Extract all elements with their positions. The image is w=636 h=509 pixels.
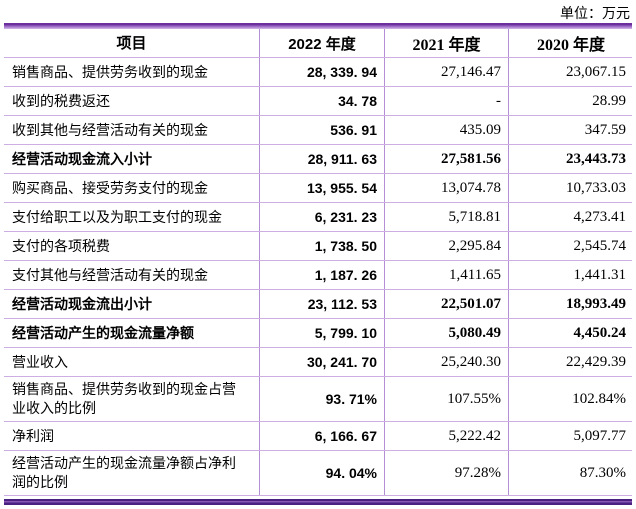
table-row: 净利润 6, 166. 67 5,222.42 5,097.77 [4,422,632,451]
row-value-2022: 93. 71% [259,377,384,421]
row-value-2022: 23, 112. 53 [259,290,384,318]
row-value-2020: 10,733.03 [508,174,633,202]
row-value-2021: 1,411.65 [384,261,508,289]
table-row: 支付给职工以及为职工支付的现金 6, 231. 23 5,718.81 4,27… [4,203,632,232]
header-year-2020: 2020 年度 [508,29,633,57]
row-value-2020: 2,545.74 [508,232,633,260]
row-value-2020: 347.59 [508,116,633,144]
row-value-2021: 107.55% [384,377,508,421]
table-row: 经营活动产生的现金流量净额占净利润的比例 94. 04% 97.28% 87.3… [4,451,632,496]
row-item-label: 收到的税费返还 [12,92,110,109]
row-item-label: 支付的各项税费 [12,237,110,254]
header-year-2022: 2022 年度 [259,29,384,57]
table-header-row: 项目 2022 年度 2021 年度 2020 年度 [4,29,632,58]
table-row: 经营活动现金流入小计 28, 911. 63 27,581.56 23,443.… [4,145,632,174]
row-item-label: 经营活动产生的现金流量净额 [12,324,194,341]
row-value-2022: 30, 241. 70 [259,348,384,376]
row-value-2021: 435.09 [384,116,508,144]
header-item-column: 项目 [116,34,147,52]
row-value-2022: 28, 339. 94 [259,58,384,86]
row-item-label: 营业收入 [12,353,68,370]
table-row: 支付的各项税费 1, 738. 50 2,295.84 2,545.74 [4,232,632,261]
row-value-2020: 5,097.77 [508,422,633,450]
row-item-label: 净利润 [12,427,54,444]
row-value-2021: 27,581.56 [384,145,508,173]
header-year-2021: 2021 年度 [384,29,508,57]
row-value-2022: 6, 231. 23 [259,203,384,231]
row-value-2022: 6, 166. 67 [259,422,384,450]
row-item-label: 购买商品、接受劳务支付的现金 [12,179,208,196]
row-value-2022: 34. 78 [259,87,384,115]
row-value-2021: - [384,87,508,115]
row-value-2021: 25,240.30 [384,348,508,376]
row-value-2021: 22,501.07 [384,290,508,318]
row-value-2021: 5,718.81 [384,203,508,231]
table-row: 销售商品、提供劳务收到的现金占营业收入的比例 93. 71% 107.55% 1… [4,377,632,422]
table-row: 营业收入 30, 241. 70 25,240.30 22,429.39 [4,348,632,377]
row-value-2021: 5,080.49 [384,319,508,347]
table-bottom-border [4,499,632,505]
row-value-2021: 13,074.78 [384,174,508,202]
row-value-2020: 28.99 [508,87,633,115]
row-value-2020: 1,441.31 [508,261,633,289]
table-row: 收到的税费返还 34. 78 - 28.99 [4,87,632,116]
cash-flow-table: 项目 2022 年度 2021 年度 2020 年度 销售商品、提供劳务收到的现… [4,23,632,505]
table-row: 销售商品、提供劳务收到的现金 28, 339. 94 27,146.47 23,… [4,58,632,87]
row-value-2021: 27,146.47 [384,58,508,86]
table-row: 支付其他与经营活动有关的现金 1, 187. 26 1,411.65 1,441… [4,261,632,290]
row-item-label: 支付给职工以及为职工支付的现金 [12,208,222,225]
row-item-label: 经营活动现金流入小计 [12,150,152,167]
row-value-2022: 536. 91 [259,116,384,144]
row-value-2022: 13, 955. 54 [259,174,384,202]
row-item-label: 收到其他与经营活动有关的现金 [12,121,208,138]
row-item-label: 支付其他与经营活动有关的现金 [12,266,208,283]
row-value-2020: 4,273.41 [508,203,633,231]
row-value-2022: 1, 187. 26 [259,261,384,289]
table-body: 销售商品、提供劳务收到的现金 28, 339. 94 27,146.47 23,… [4,58,632,496]
row-item-label: 销售商品、提供劳务收到的现金占营业收入的比例 [12,381,236,416]
table-row: 收到其他与经营活动有关的现金 536. 91 435.09 347.59 [4,116,632,145]
row-item-label: 经营活动产生的现金流量净额占净利润的比例 [12,455,236,490]
row-value-2020: 23,443.73 [508,145,633,173]
row-value-2020: 22,429.39 [508,348,633,376]
row-value-2021: 97.28% [384,451,508,495]
row-value-2020: 4,450.24 [508,319,633,347]
row-value-2022: 1, 738. 50 [259,232,384,260]
row-value-2022: 28, 911. 63 [259,145,384,173]
row-value-2020: 18,993.49 [508,290,633,318]
row-value-2020: 23,067.15 [508,58,633,86]
table-row: 经营活动现金流出小计 23, 112. 53 22,501.07 18,993.… [4,290,632,319]
row-value-2021: 2,295.84 [384,232,508,260]
unit-label: 单位：万元 [560,5,630,21]
row-value-2021: 5,222.42 [384,422,508,450]
row-item-label: 销售商品、提供劳务收到的现金 [12,63,208,80]
row-item-label: 经营活动现金流出小计 [12,295,152,312]
row-value-2020: 87.30% [508,451,633,495]
table-row: 购买商品、接受劳务支付的现金 13, 955. 54 13,074.78 10,… [4,174,632,203]
row-value-2022: 94. 04% [259,451,384,495]
row-value-2020: 102.84% [508,377,633,421]
table-top-border [4,23,632,29]
row-value-2022: 5, 799. 10 [259,319,384,347]
table-row: 经营活动产生的现金流量净额 5, 799. 10 5,080.49 4,450.… [4,319,632,348]
